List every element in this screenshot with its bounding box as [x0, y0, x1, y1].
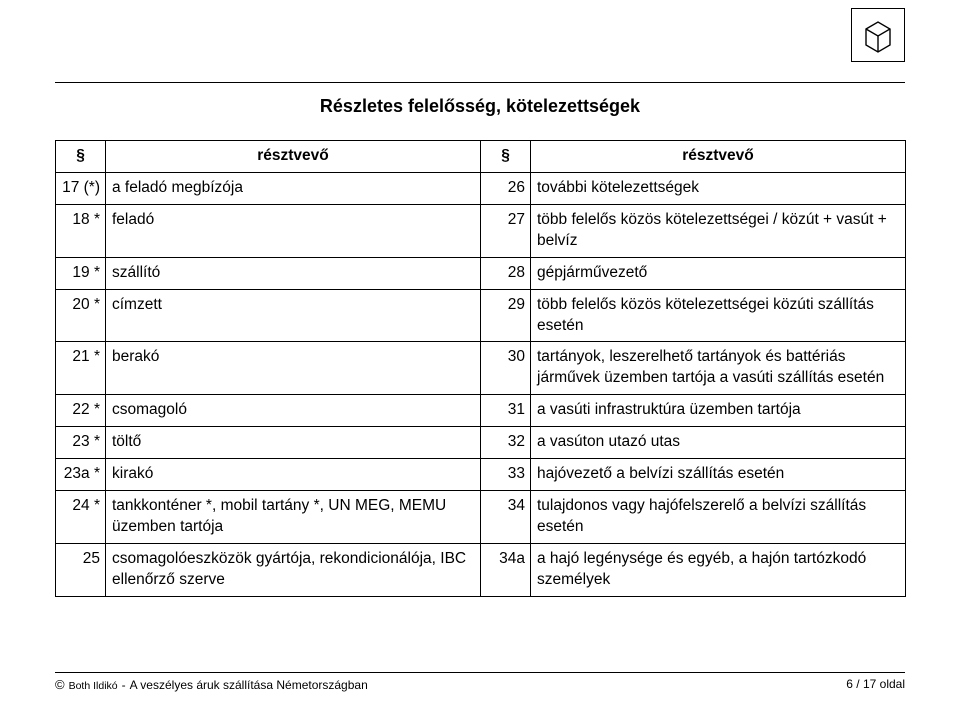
cell-section-left: 21 *: [56, 342, 106, 395]
page: Részletes felelősség, kötelezettségek § …: [0, 0, 960, 712]
cell-participant-left: szállító: [106, 257, 481, 289]
cell-participant-left: kirakó: [106, 459, 481, 491]
cell-participant-left: berakó: [106, 342, 481, 395]
table-row: 24 *tankkonténer *, mobil tartány *, UN …: [56, 491, 906, 544]
responsibility-table: § résztvevő § résztvevő 17 (*)a feladó m…: [55, 140, 905, 597]
cell-participant-right: több felelős közös kötelezettségei közút…: [531, 289, 906, 342]
cell-participant-left: feladó: [106, 204, 481, 257]
table-row: 20 *címzett29több felelős közös köteleze…: [56, 289, 906, 342]
copyright-symbol: ©: [55, 677, 65, 692]
table-header-row: § résztvevő § résztvevő: [56, 141, 906, 173]
cell-section-right: 30: [481, 342, 531, 395]
cell-section-right: 34: [481, 491, 531, 544]
footer-author: Both Ildikó: [69, 680, 118, 692]
cell-participant-right: a hajó legénysége és egyéb, a hajón tart…: [531, 543, 906, 596]
cell-section-left: 22 *: [56, 395, 106, 427]
cell-section-left: 17 (*): [56, 172, 106, 204]
table-row: 19 *szállító28gépjárművezető: [56, 257, 906, 289]
cell-section-left: 25: [56, 543, 106, 596]
footer-rule: [55, 672, 905, 673]
page-title: Részletes felelősség, kötelezettségek: [0, 96, 960, 117]
cell-participant-left: csomagoló: [106, 395, 481, 427]
col-section-left: §: [56, 141, 106, 173]
table-row: 18 *feladó27több felelős közös kötelezet…: [56, 204, 906, 257]
footer-dash: -: [122, 678, 126, 692]
cell-participant-right: további kötelezettségek: [531, 172, 906, 204]
cell-participant-left: töltő: [106, 427, 481, 459]
cell-section-right: 33: [481, 459, 531, 491]
cell-section-right: 28: [481, 257, 531, 289]
cell-section-left: 23 *: [56, 427, 106, 459]
cell-section-right: 29: [481, 289, 531, 342]
cell-section-left: 19 *: [56, 257, 106, 289]
cell-section-left: 20 *: [56, 289, 106, 342]
table-row: 23 *töltő32a vasúton utazó utas: [56, 427, 906, 459]
cell-section-left: 23a *: [56, 459, 106, 491]
cell-participant-right: tulajdonos vagy hajófelszerelő a belvízi…: [531, 491, 906, 544]
cell-participant-right: több felelős közös kötelezettségei / köz…: [531, 204, 906, 257]
cell-section-right: 31: [481, 395, 531, 427]
table-row: 22 *csomagoló31a vasúti infrastruktúra ü…: [56, 395, 906, 427]
cell-participant-right: hajóvezető a belvízi szállítás esetén: [531, 459, 906, 491]
cell-participant-right: a vasúton utazó utas: [531, 427, 906, 459]
table-row: 23a *kirakó33hajóvezető a belvízi szállí…: [56, 459, 906, 491]
cell-participant-left: csomagolóeszközök gyártója, rekondicioná…: [106, 543, 481, 596]
cell-participant-right: tartányok, leszerelhető tartányok és bat…: [531, 342, 906, 395]
cell-section-left: 18 *: [56, 204, 106, 257]
table-row: 25csomagolóeszközök gyártója, rekondicio…: [56, 543, 906, 596]
cell-section-right: 32: [481, 427, 531, 459]
col-section-right: §: [481, 141, 531, 173]
footer-page-number: 6 / 17 oldal: [846, 677, 905, 692]
cell-section-right: 27: [481, 204, 531, 257]
cell-participant-right: a vasúti infrastruktúra üzemben tartója: [531, 395, 906, 427]
footer-doc-title: A veszélyes áruk szállítása Németországb…: [130, 678, 368, 692]
cell-participant-right: gépjárművezető: [531, 257, 906, 289]
table-row: 21 *berakó30tartányok, leszerelhető tart…: [56, 342, 906, 395]
cell-section-right: 26: [481, 172, 531, 204]
col-participant-left: résztvevő: [106, 141, 481, 173]
footer-left: © Both Ildikó - A veszélyes áruk szállít…: [55, 677, 368, 692]
cube-icon: [851, 8, 905, 62]
table-row: 17 (*)a feladó megbízója26további kötele…: [56, 172, 906, 204]
col-participant-right: résztvevő: [531, 141, 906, 173]
cell-participant-left: tankkonténer *, mobil tartány *, UN MEG,…: [106, 491, 481, 544]
cell-participant-left: a feladó megbízója: [106, 172, 481, 204]
page-footer: © Both Ildikó - A veszélyes áruk szállít…: [55, 672, 905, 692]
cell-section-left: 24 *: [56, 491, 106, 544]
cell-participant-left: címzett: [106, 289, 481, 342]
cell-section-right: 34a: [481, 543, 531, 596]
header-rule: [55, 82, 905, 83]
